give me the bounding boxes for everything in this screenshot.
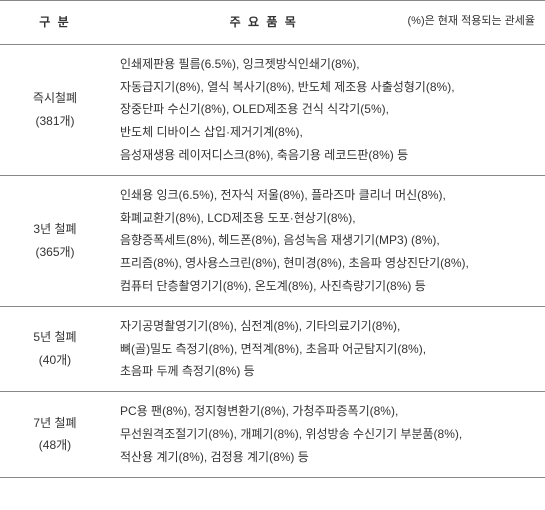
item-line: 무선원격조절기기(8%), 개폐기(8%), 위성방송 수신기기 부분품(8%)…	[120, 423, 535, 446]
item-line: 초음파 두께 측정기(8%) 등	[120, 360, 535, 383]
category-cell: 5년 철폐(40개)	[0, 306, 110, 391]
header-note: (%)은 현재 적용되는 관세율	[408, 11, 535, 32]
category-title: 즉시철폐	[10, 87, 100, 110]
tariff-table: 구 분 주 요 품 목 (%)은 현재 적용되는 관세율 즉시철폐(381개)인…	[0, 0, 545, 478]
item-line: 프리즘(8%), 영사용스크린(8%), 현미경(8%), 초음파 영상진단기(…	[120, 252, 535, 275]
category-count: (365개)	[10, 241, 100, 264]
category-title: 5년 철폐	[10, 326, 100, 349]
table-row: 즉시철폐(381개)인쇄제판용 필름(6.5%), 잉크젯방식인쇄기(8%),자…	[0, 44, 545, 175]
item-line: 뼈(골)밀도 측정기(8%), 면적계(8%), 초음파 어군탐지기(8%),	[120, 338, 535, 361]
item-line: 장중단파 수신기(8%), OLED제조용 건식 식각기(5%),	[120, 98, 535, 121]
category-cell: 즉시철폐(381개)	[0, 44, 110, 175]
item-line: 음성재생용 레이저디스크(8%), 축음기용 레코드판(8%) 등	[120, 144, 535, 167]
item-line: 인쇄제판용 필름(6.5%), 잉크젯방식인쇄기(8%),	[120, 53, 535, 76]
item-line: 인쇄용 잉크(6.5%), 전자식 저울(8%), 플라즈마 클리너 머신(8%…	[120, 184, 535, 207]
table-row: 3년 철폐(365개) 인쇄용 잉크(6.5%), 전자식 저울(8%), 플라즈…	[0, 175, 545, 306]
item-line: 반도체 디바이스 삽입·제거기계(8%),	[120, 121, 535, 144]
item-line: 컴퓨터 단층촬영기기(8%), 온도계(8%), 사진측량기기(8%) 등	[120, 275, 535, 298]
category-title: 3년 철폐	[10, 218, 100, 241]
header-category: 구 분	[0, 1, 110, 45]
item-line: PC용 팬(8%), 정지형변환기(8%), 가청주파증폭기(8%),	[120, 400, 535, 423]
item-line: 화폐교환기(8%), LCD제조용 도포·현상기(8%),	[120, 207, 535, 230]
items-cell: 인쇄용 잉크(6.5%), 전자식 저울(8%), 플라즈마 클리너 머신(8%…	[110, 175, 545, 306]
items-cell: 인쇄제판용 필름(6.5%), 잉크젯방식인쇄기(8%),자동급지기(8%), …	[110, 44, 545, 175]
category-cell: 3년 철폐(365개)	[0, 175, 110, 306]
item-line: 적산용 계기(8%), 검정용 계기(8%) 등	[120, 446, 535, 469]
category-count: (381개)	[10, 110, 100, 133]
table-row: 7년 철폐(48개)PC용 팬(8%), 정지형변환기(8%), 가청주파증폭기…	[0, 392, 545, 477]
items-cell: PC용 팬(8%), 정지형변환기(8%), 가청주파증폭기(8%),무선원격조…	[110, 392, 545, 477]
items-cell: 자기공명촬영기기(8%), 심전계(8%), 기타의료기기(8%),뼈(골)밀도…	[110, 306, 545, 391]
category-count: (40개)	[10, 349, 100, 372]
category-cell: 7년 철폐(48개)	[0, 392, 110, 477]
category-count: (48개)	[10, 434, 100, 457]
item-line: 자기공명촬영기기(8%), 심전계(8%), 기타의료기기(8%),	[120, 315, 535, 338]
item-line: 자동급지기(8%), 열식 복사기(8%), 반도체 제조용 사출성형기(8%)…	[120, 76, 535, 99]
table-header-row: 구 분 주 요 품 목 (%)은 현재 적용되는 관세율	[0, 1, 545, 45]
header-items-label: 주 요 품 목	[230, 15, 298, 29]
item-line: 음향증폭세트(8%), 헤드폰(8%), 음성녹음 재생기기(MP3) (8%)…	[120, 229, 535, 252]
table-row: 5년 철폐(40개)자기공명촬영기기(8%), 심전계(8%), 기타의료기기(…	[0, 306, 545, 391]
header-items: 주 요 품 목 (%)은 현재 적용되는 관세율	[110, 1, 545, 45]
category-title: 7년 철폐	[10, 412, 100, 435]
